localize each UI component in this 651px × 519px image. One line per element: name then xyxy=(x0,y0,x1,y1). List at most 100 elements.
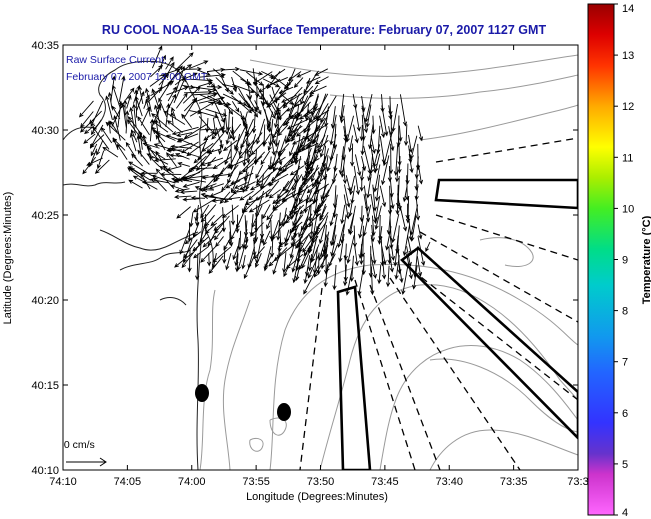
current-arrow xyxy=(212,68,225,78)
current-arrow xyxy=(275,164,294,176)
current-arrow xyxy=(142,142,160,149)
current-arrow xyxy=(149,177,169,184)
current-arrow xyxy=(340,204,346,225)
current-arrow xyxy=(256,118,265,145)
current-arrow xyxy=(318,215,328,245)
current-arrow xyxy=(211,125,225,140)
current-arrow xyxy=(340,154,346,178)
current-arrow xyxy=(248,199,270,213)
current-arrow xyxy=(389,236,396,261)
current-arrow xyxy=(255,77,260,99)
current-arrow xyxy=(409,135,418,160)
current-arrow xyxy=(224,149,232,166)
current-arrow xyxy=(343,194,350,220)
current-arrow xyxy=(274,103,280,117)
current-arrow xyxy=(291,224,300,241)
current-arrow xyxy=(321,173,327,205)
current-arrow xyxy=(113,114,121,141)
current-arrow xyxy=(197,110,219,119)
current-arrow xyxy=(94,159,110,174)
current-arrow xyxy=(268,189,281,199)
current-arrow xyxy=(134,95,143,117)
current-arrow xyxy=(287,125,303,137)
current-arrow xyxy=(158,80,172,101)
current-arrow xyxy=(359,124,364,142)
current-arrow xyxy=(279,214,288,227)
current-arrow xyxy=(200,157,224,167)
current-arrow xyxy=(171,106,177,120)
current-arrow xyxy=(151,120,169,133)
current-arrow xyxy=(382,135,392,167)
current-arrow xyxy=(398,265,404,284)
current-arrow xyxy=(118,75,126,102)
current-arrow xyxy=(338,233,345,263)
current-arrow xyxy=(364,93,373,123)
current-arrow xyxy=(90,119,102,136)
current-arrow xyxy=(225,132,231,145)
current-arrow xyxy=(191,93,218,104)
colorbar-tick-label: 7 xyxy=(622,357,628,369)
current-arrow xyxy=(288,93,300,119)
current-arrow xyxy=(291,134,312,145)
current-arrow xyxy=(223,236,232,251)
current-arrow xyxy=(195,213,200,227)
current-arrow xyxy=(133,89,139,118)
current-arrow xyxy=(357,263,365,296)
current-arrow xyxy=(171,126,199,136)
current-arrow xyxy=(381,105,389,137)
current-arrow xyxy=(289,239,296,259)
x-axis: 74:10 74:05 74:00 73:55 73:50 73:45 73:40 73:35… xyxy=(49,45,589,488)
current-arrow xyxy=(319,134,329,158)
current-arrow xyxy=(165,61,175,78)
current-arrow xyxy=(116,143,128,160)
current-arrow xyxy=(211,197,241,203)
current-arrow xyxy=(250,222,264,237)
colorbar: 4 5 6 7 8 9 10 11 12 13 14 Temperature (°C) xyxy=(587,3,651,519)
current-arrow xyxy=(358,215,365,239)
current-arrow xyxy=(312,115,328,145)
current-arrow xyxy=(315,164,326,194)
current-arrow xyxy=(275,190,297,204)
current-arrow xyxy=(338,146,345,175)
current-arrow xyxy=(126,94,132,109)
current-arrow xyxy=(192,198,217,213)
current-arrow xyxy=(308,204,320,228)
current-arrow xyxy=(86,157,103,166)
current-arrow xyxy=(166,152,177,167)
current-arrow xyxy=(239,69,264,76)
current-arrow xyxy=(205,117,210,133)
current-arrow xyxy=(157,54,166,73)
current-arrow xyxy=(96,150,105,170)
current-arrow xyxy=(373,164,381,193)
current-arrow xyxy=(181,176,207,183)
current-arrow xyxy=(217,140,223,155)
current-arrow xyxy=(254,100,262,116)
current-arrow xyxy=(251,205,263,229)
current-arrow xyxy=(266,214,273,230)
current-arrow xyxy=(215,77,234,95)
current-arrow xyxy=(198,116,216,135)
current-arrow xyxy=(200,246,217,263)
current-arrow xyxy=(174,188,190,193)
current-arrow xyxy=(182,197,200,202)
current-arrow xyxy=(176,132,193,138)
current-arrow xyxy=(117,100,123,128)
current-arrow xyxy=(187,247,192,273)
current-arrow xyxy=(408,134,413,154)
current-arrow xyxy=(385,226,392,251)
current-arrow xyxy=(247,181,271,201)
current-arrow xyxy=(377,265,382,285)
current-arrow xyxy=(322,225,327,254)
current-arrow xyxy=(246,84,264,100)
current-arrow xyxy=(286,194,301,221)
current-arrow xyxy=(214,215,230,235)
current-arrow xyxy=(374,153,381,173)
current-arrow xyxy=(354,244,359,267)
colorbar-tick-label: 5 xyxy=(622,459,628,471)
current-arrow xyxy=(167,86,177,102)
current-arrow xyxy=(193,150,209,164)
current-arrow xyxy=(166,120,183,133)
current-arrow xyxy=(253,246,265,260)
current-arrow xyxy=(347,213,355,234)
current-arrow xyxy=(254,188,271,201)
